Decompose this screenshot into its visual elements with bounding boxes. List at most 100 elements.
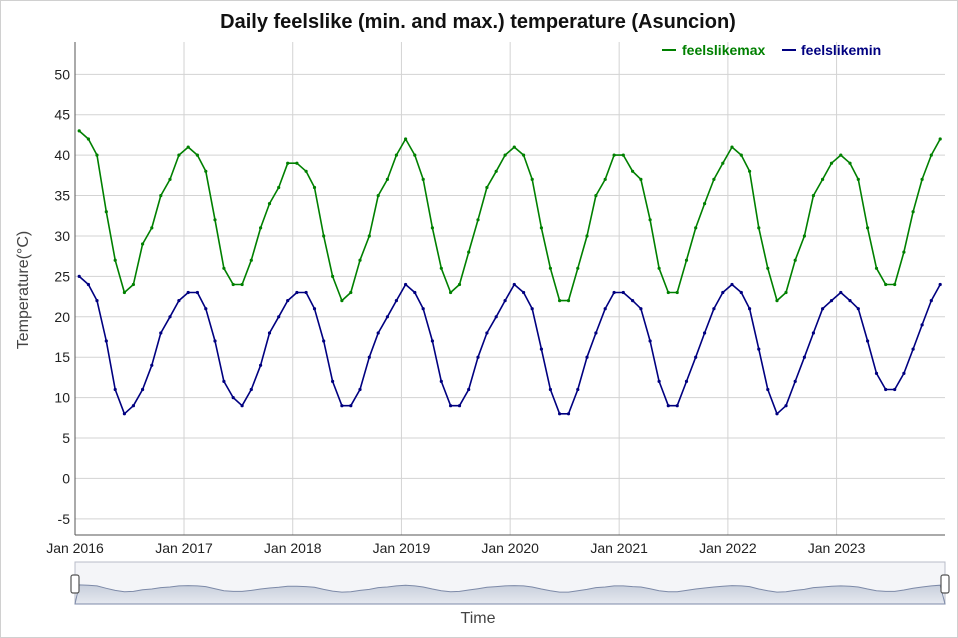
series-layer (77, 129, 942, 416)
data-point-feelslikemax (522, 153, 526, 157)
data-point-feelslikemin (675, 404, 679, 408)
legend-label-max: feelslikemax (682, 42, 765, 58)
data-point-feelslikemax (775, 299, 779, 303)
data-point-feelslikemax (376, 194, 380, 198)
data-point-feelslikemin (576, 387, 580, 392)
data-point-feelslikemin (476, 355, 480, 359)
data-point-feelslikemax (322, 234, 326, 238)
x-tick-label: Jan 2017 (155, 540, 213, 556)
data-point-feelslikemax (866, 226, 870, 230)
data-point-feelslikemin (757, 347, 761, 351)
data-point-feelslikemin (457, 404, 462, 408)
range-selector[interactable] (70, 561, 950, 605)
y-tick-label: 35 (54, 188, 70, 204)
data-point-feelslikemin (775, 412, 779, 416)
data-point-feelslikemin (150, 363, 154, 367)
data-point-feelslikemin (195, 290, 199, 295)
data-point-feelslikemax (259, 226, 263, 230)
data-point-feelslikemax (666, 290, 670, 295)
range-handle-left[interactable] (70, 574, 80, 594)
data-point-feelslikemax (213, 218, 217, 222)
data-point-feelslikemin (866, 339, 870, 343)
data-point-feelslikemin (413, 290, 417, 295)
data-point-feelslikemax (938, 137, 942, 141)
x-tick-label: Jan 2022 (699, 540, 757, 556)
data-point-feelslikemin (657, 379, 661, 383)
x-tick-label: Jan 2021 (590, 540, 648, 556)
data-point-feelslikemax (331, 274, 335, 278)
data-point-feelslikemin (684, 379, 689, 383)
data-point-feelslikemin (159, 331, 163, 335)
data-point-feelslikemax (485, 185, 489, 190)
data-point-feelslikemax (621, 153, 625, 157)
x-tick-label: Jan 2019 (373, 540, 431, 556)
data-point-feelslikemin (666, 404, 670, 408)
x-axis-title: Time (461, 610, 496, 627)
data-point-feelslikemax (277, 185, 281, 190)
series-line-feelslikemin (78, 275, 941, 415)
data-point-feelslikemin (848, 299, 852, 303)
data-point-feelslikemin (884, 387, 888, 392)
y-tick-label: 15 (54, 349, 70, 365)
data-point-feelslikemax (566, 299, 571, 303)
legend-label-min: feelslikemin (801, 42, 881, 58)
data-point-feelslikemin (358, 387, 362, 392)
data-point-feelslikemax (476, 218, 480, 222)
data-point-feelslikemin (712, 307, 716, 311)
data-point-feelslikemin (603, 307, 607, 311)
data-point-feelslikemax (639, 177, 643, 181)
data-point-feelslikemin (539, 347, 544, 351)
data-point-feelslikemax (186, 145, 190, 149)
data-point-feelslikemax (95, 153, 99, 157)
data-point-feelslikemax (340, 299, 344, 303)
data-point-feelslikemax (603, 177, 607, 181)
data-point-feelslikemax (159, 194, 163, 198)
data-point-feelslikemax (168, 177, 172, 181)
data-point-feelslikemin (367, 355, 371, 359)
y-tick-label: 30 (54, 228, 70, 244)
data-point-feelslikemax (585, 234, 589, 238)
data-point-feelslikemin (802, 355, 807, 359)
legend: feelslikemax feelslikemin (662, 42, 881, 58)
data-point-feelslikemin (222, 379, 226, 383)
chart-title: Daily feelslike (min. and max.) temperat… (220, 11, 736, 33)
data-point-feelslikemax (141, 242, 145, 246)
range-handle-right[interactable] (940, 574, 950, 594)
data-point-feelslikemin (793, 379, 797, 383)
data-point-feelslikemin (277, 315, 281, 319)
data-point-feelslikemin (177, 299, 181, 303)
x-tick-label: Jan 2020 (481, 540, 539, 556)
data-point-feelslikemax (131, 282, 135, 287)
data-point-feelslikemin (631, 299, 635, 303)
data-point-feelslikemax (467, 250, 471, 254)
data-point-feelslikemax (195, 153, 199, 157)
data-point-feelslikemax (530, 177, 534, 181)
data-point-feelslikemax (839, 153, 843, 157)
data-point-feelslikemin (421, 307, 425, 311)
data-point-feelslikemin (449, 404, 453, 408)
data-point-feelslikemin (621, 290, 625, 295)
data-point-feelslikemax (712, 177, 716, 181)
data-point-feelslikemax (312, 185, 317, 190)
data-point-feelslikemax (784, 290, 788, 295)
data-point-feelslikemin (267, 331, 272, 335)
data-point-feelslikemin (186, 290, 190, 295)
data-point-feelslikemax (457, 282, 462, 287)
data-point-feelslikemin (648, 339, 652, 343)
data-point-feelslikemax (811, 194, 816, 198)
data-point-feelslikemax (856, 177, 860, 181)
data-point-feelslikemax (113, 258, 117, 262)
data-point-feelslikemax (222, 266, 226, 270)
data-point-feelslikemin (585, 355, 589, 359)
grid (74, 42, 945, 535)
data-point-feelslikemin (784, 404, 788, 408)
data-point-feelslikemin (522, 290, 526, 295)
data-point-feelslikemax (539, 226, 544, 230)
data-point-feelslikemax (358, 258, 362, 262)
data-point-feelslikemax (267, 202, 272, 206)
data-point-feelslikemin (312, 307, 317, 311)
data-point-feelslikemin (77, 274, 81, 278)
data-point-feelslikemax (286, 161, 290, 165)
data-point-feelslikemin (240, 404, 244, 408)
data-point-feelslikemin (394, 299, 398, 303)
